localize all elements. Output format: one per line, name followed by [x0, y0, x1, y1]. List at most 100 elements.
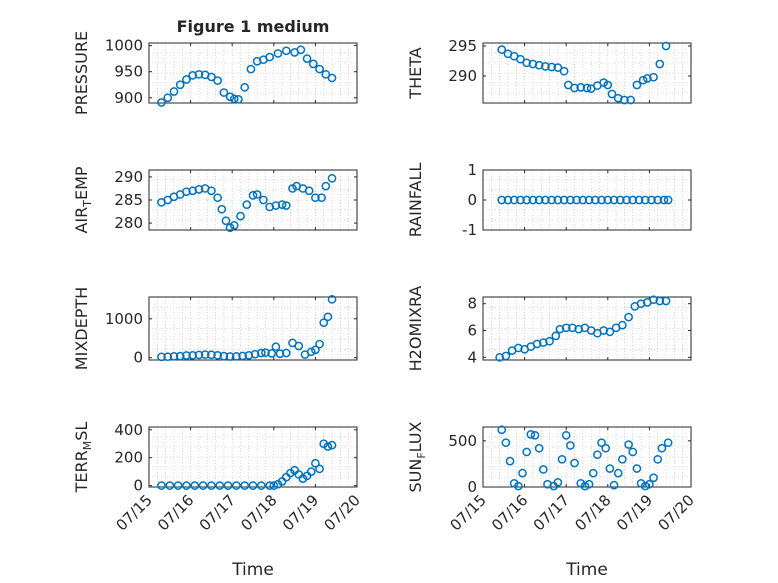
data-point	[306, 347, 316, 357]
axes-box	[148, 42, 358, 104]
data-point	[294, 341, 304, 351]
data-point	[194, 185, 204, 194]
y-tick-label: 900	[114, 89, 143, 107]
data-point	[624, 440, 633, 449]
data-point	[229, 221, 239, 230]
data-point	[261, 348, 270, 357]
data-point	[572, 195, 581, 205]
y-tick-label: 200	[114, 449, 143, 467]
data-point	[661, 41, 671, 51]
data-point	[157, 98, 166, 107]
data-point	[323, 312, 333, 322]
data-point	[175, 351, 185, 361]
data-point	[275, 349, 285, 359]
data-point	[188, 70, 198, 80]
data-point	[296, 45, 306, 55]
x-tick-label: 07/18	[237, 491, 280, 534]
data-point	[618, 454, 627, 464]
data-point	[281, 348, 291, 358]
subplot-theta: 290 295 THETA	[406, 37, 692, 105]
subplot-mixdepth: 0 1000 MIXDEPTH	[72, 287, 358, 370]
data-point	[238, 351, 247, 361]
data-point	[605, 464, 615, 473]
data-point	[232, 351, 241, 361]
subplot-terr-msl: 0 200 400 TERRMSL 07/1507/1607/1707/1807/190…	[72, 421, 364, 580]
subplot-pressure: 900 950 1000 PRESSURE Figure 1 medium	[72, 17, 358, 115]
data-point	[269, 481, 279, 490]
data-point	[327, 73, 337, 83]
data-point	[626, 95, 636, 105]
data-point	[265, 52, 274, 62]
y-tick-label: 500	[448, 432, 477, 450]
data-point	[501, 351, 511, 361]
y-tick-label: 400	[114, 421, 143, 439]
data-point	[265, 481, 274, 490]
data-point	[200, 350, 210, 359]
data-point	[271, 342, 281, 352]
data-point	[207, 72, 216, 82]
data-point	[653, 195, 663, 205]
data-point	[244, 350, 254, 360]
data-point	[663, 195, 673, 205]
data-point	[541, 62, 550, 71]
y-axis-label: TERRMSL	[72, 422, 94, 494]
y-tick-label: 285	[114, 191, 143, 209]
data-point	[327, 440, 337, 450]
data-point	[578, 195, 588, 205]
data-point	[653, 454, 663, 464]
data-point	[547, 195, 556, 205]
data-point	[225, 223, 235, 233]
data-point	[302, 54, 312, 64]
data-point	[225, 92, 235, 102]
data-point	[609, 195, 619, 205]
data-point	[194, 350, 204, 360]
y-tick-label: 950	[114, 63, 143, 81]
data-point	[173, 481, 183, 490]
data-point	[182, 75, 191, 84]
x-tick-label: 07/20	[655, 491, 698, 534]
data-point	[518, 468, 527, 478]
data-point	[553, 195, 563, 205]
data-point	[182, 351, 191, 360]
data-point	[198, 481, 208, 490]
data-point	[640, 195, 650, 205]
subplot-rainfall: -1 0 1 RAINFALL	[406, 161, 692, 239]
data-point	[236, 211, 245, 221]
data-point	[497, 45, 507, 54]
data-point	[277, 200, 287, 209]
data-point	[618, 320, 627, 330]
data-point	[219, 88, 229, 97]
data-point	[582, 83, 592, 93]
data-point	[273, 49, 283, 58]
data-point	[294, 470, 304, 479]
data-point	[182, 481, 191, 490]
axes-box	[482, 42, 692, 104]
x-tick-label: 07/19	[613, 491, 656, 534]
data-point	[632, 80, 642, 90]
data-point	[182, 187, 191, 197]
y-axis-label: AIRTEMP	[72, 166, 94, 233]
y-axis-label: RAINFALL	[406, 163, 425, 238]
data-point	[190, 481, 200, 490]
data-point	[252, 190, 262, 199]
data-point	[317, 193, 326, 203]
data-point	[530, 430, 540, 440]
y-tick-label: 1000	[105, 310, 143, 328]
data-point	[516, 54, 525, 64]
data-point	[663, 438, 673, 448]
data-point	[570, 458, 579, 468]
data-point	[615, 195, 625, 205]
data-point	[534, 195, 544, 205]
data-point	[528, 59, 538, 69]
data-point	[311, 345, 320, 355]
x-tick-label: 07/15	[113, 491, 156, 534]
data-point	[234, 94, 243, 104]
data-point	[256, 348, 266, 358]
y-tick-label: 8	[467, 295, 477, 313]
x-tick-label: 07/20	[321, 491, 364, 534]
data-point	[188, 350, 198, 360]
data-point	[321, 181, 331, 191]
data-point	[223, 481, 233, 490]
data-point	[645, 479, 654, 489]
data-point	[590, 195, 600, 205]
